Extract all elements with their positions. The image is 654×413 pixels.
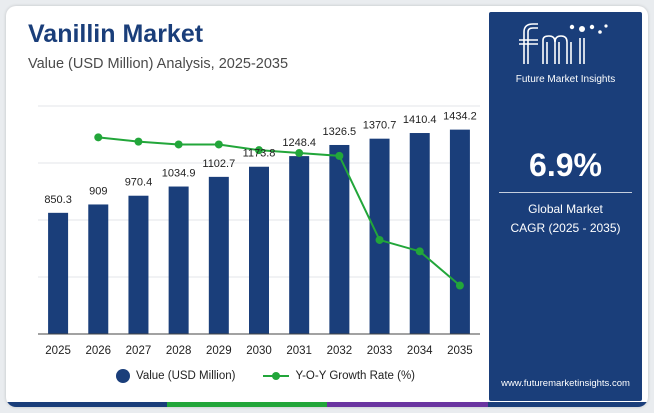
growth-rate-line bbox=[98, 136, 461, 287]
bar-2030 bbox=[249, 166, 269, 334]
cagr-label: Global Market CAGR (2025 - 2035) bbox=[489, 200, 642, 238]
x-tick-label: 2029 bbox=[206, 345, 232, 357]
bar-data-label: 1034.9 bbox=[162, 168, 196, 180]
bottom-accent-bar bbox=[6, 402, 648, 407]
bar-2029 bbox=[208, 176, 229, 334]
panel-divider bbox=[499, 192, 632, 193]
page-title: Vanillin Market bbox=[28, 20, 204, 48]
legend-bar-swatch bbox=[116, 369, 130, 383]
bar-2031 bbox=[289, 156, 310, 334]
legend-item-bar: Value (USD Million) bbox=[116, 369, 235, 383]
x-tick-label: 2034 bbox=[407, 345, 433, 357]
cagr-value: 6.9% bbox=[529, 147, 602, 183]
chart-card: Vanillin Market Value (USD Million) Anal… bbox=[6, 6, 648, 407]
growth-point-2034 bbox=[415, 247, 424, 256]
growth-point-2029 bbox=[214, 140, 223, 149]
x-tick-label: 2026 bbox=[85, 345, 111, 357]
growth-point-2033 bbox=[375, 235, 384, 244]
growth-point-2028 bbox=[174, 140, 183, 149]
fmi-logo bbox=[489, 18, 642, 68]
legend-bar-label: Value (USD Million) bbox=[136, 370, 236, 382]
website-link[interactable]: www.futuremarketinsights.com bbox=[501, 378, 630, 389]
x-tick-label: 2027 bbox=[126, 345, 152, 357]
bar-data-label: 1370.7 bbox=[363, 120, 397, 132]
x-tick-label: 2035 bbox=[447, 345, 473, 357]
bar-data-label: 850.3 bbox=[44, 194, 72, 206]
x-tick-label: 2030 bbox=[246, 345, 272, 357]
bar-2035 bbox=[449, 129, 470, 334]
bar-data-label: 909 bbox=[89, 185, 107, 197]
bar-2026 bbox=[88, 204, 109, 334]
market-chart: 2025 2026 2027 2028 2029 2030 2031 2032 2033 2034… bbox=[38, 105, 480, 357]
chart-legend: Value (USD Million) Y-O-Y Growth Rate (%… bbox=[116, 369, 443, 383]
legend-line-label: Y-O-Y Growth Rate (%) bbox=[295, 370, 415, 382]
growth-point-2026 bbox=[94, 133, 103, 142]
x-tick-label: 2033 bbox=[367, 345, 393, 357]
bar-data-label: 1173.8 bbox=[243, 148, 276, 160]
bar-data-label: 1410.4 bbox=[403, 114, 437, 126]
bar-data-label: 1102.7 bbox=[202, 158, 235, 170]
x-tick-label: 2025 bbox=[45, 345, 71, 357]
x-tick-label: 2031 bbox=[286, 345, 312, 357]
growth-point-2027 bbox=[134, 137, 143, 146]
logo-text: Future Market Insights bbox=[515, 74, 616, 85]
legend-line-swatch bbox=[263, 369, 290, 383]
x-tick-label: 2028 bbox=[166, 345, 192, 357]
cagr-label-line2: CAGR (2025 - 2035) bbox=[510, 221, 621, 235]
bar-2028 bbox=[168, 186, 189, 334]
cagr-label-line1: Global Market bbox=[528, 202, 603, 216]
bar-data-label: 1434.2 bbox=[443, 111, 477, 123]
bar-data-label: 1248.4 bbox=[282, 137, 316, 149]
summary-panel: Future Market Insights 6.9% Global Marke… bbox=[489, 12, 642, 401]
growth-point-2032 bbox=[335, 151, 344, 160]
growth-point-2035 bbox=[455, 281, 464, 290]
bar-2025 bbox=[48, 212, 69, 334]
legend-item-line: Y-O-Y Growth Rate (%) bbox=[263, 369, 415, 383]
bar-2032 bbox=[329, 144, 350, 334]
bar-data-label: 1326.5 bbox=[323, 126, 357, 138]
bar-data-label: 970.4 bbox=[125, 177, 153, 189]
bar-2027 bbox=[128, 195, 149, 334]
x-tick-label: 2032 bbox=[327, 345, 353, 357]
page-subtitle: Value (USD Million) Analysis, 2025-2035 bbox=[28, 56, 289, 72]
growth-point-2030 bbox=[255, 146, 263, 155]
growth-point-2031 bbox=[295, 149, 304, 158]
bar-2034 bbox=[409, 133, 430, 334]
